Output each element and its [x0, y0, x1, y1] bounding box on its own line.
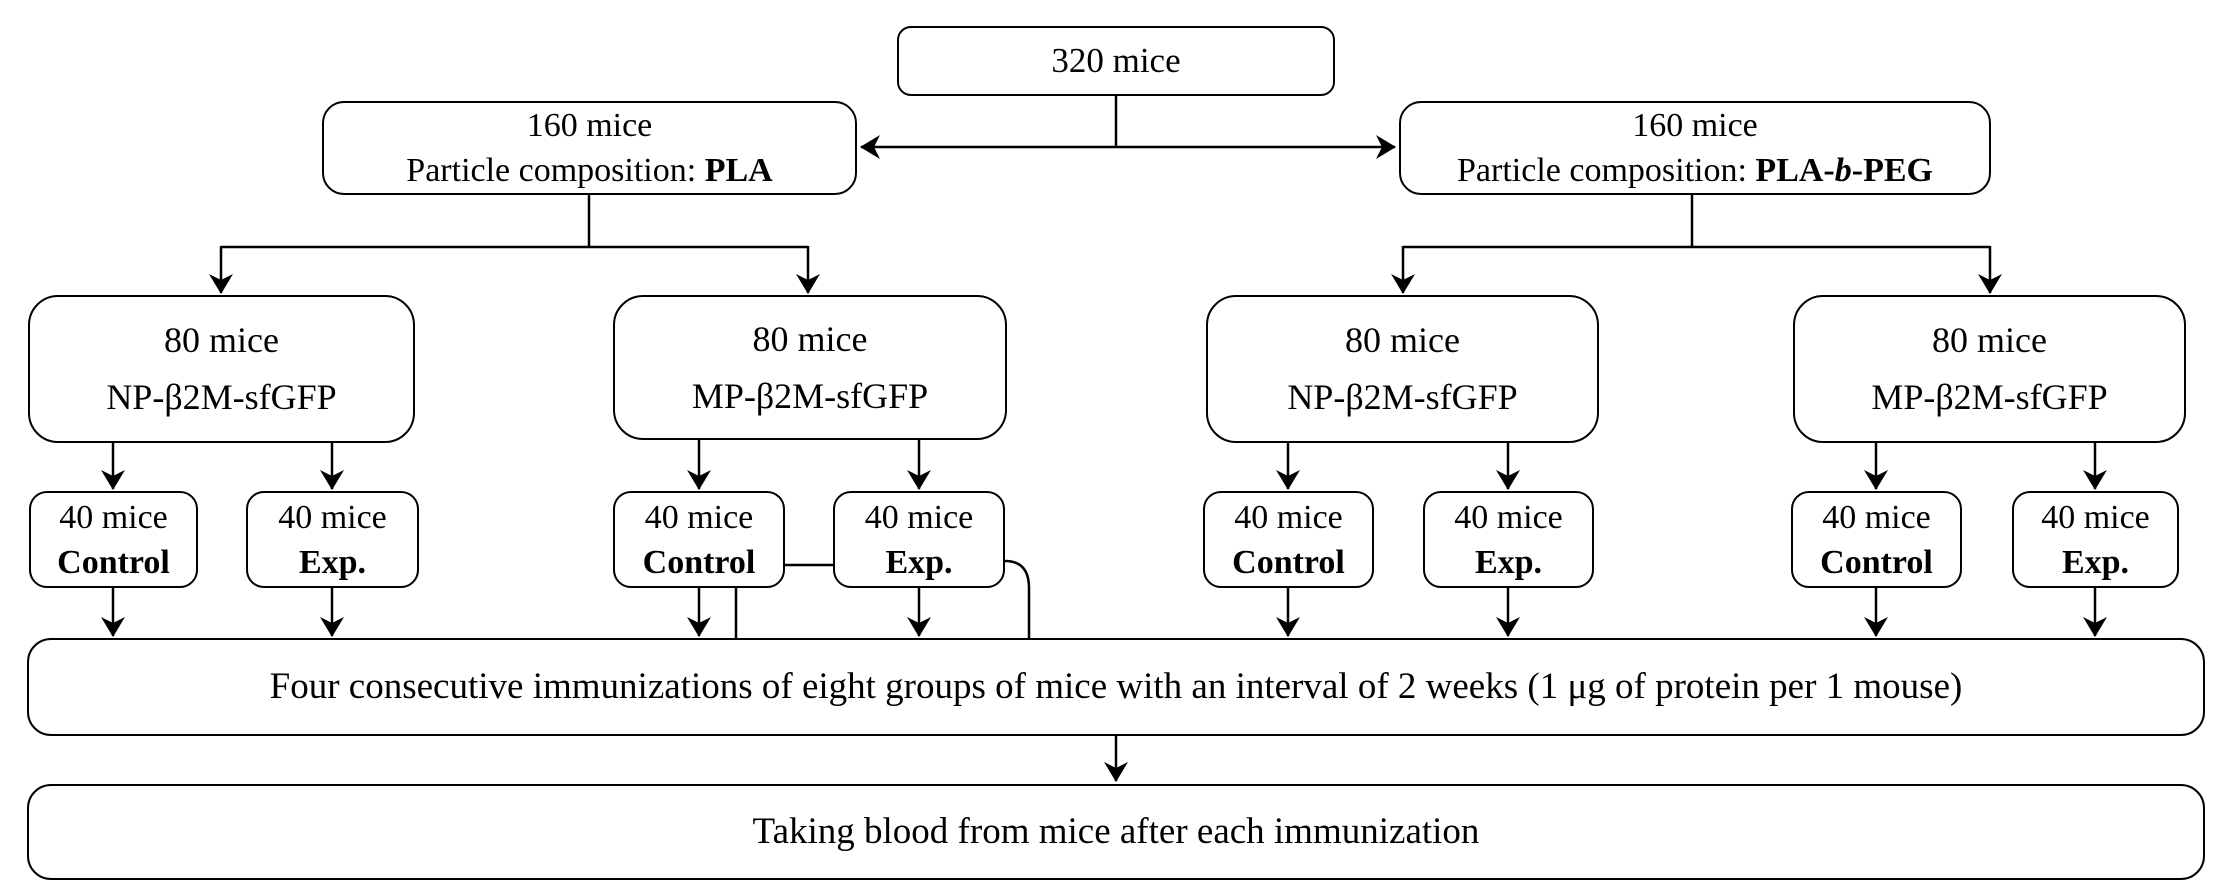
group-peg-np-count: 80 mice: [1345, 320, 1460, 360]
group-peg-mp-box: 80 mice MP-β2M-sfGFP: [1793, 295, 2186, 443]
group-pla-mp-box: 80 mice MP-β2M-sfGFP: [613, 295, 1007, 440]
subgroup-4-exp-box: 40 mice Exp.: [2012, 491, 2179, 588]
group-peg-np-label: NP-β2M-sfGFP: [1287, 377, 1518, 417]
arm-pla-composition: Particle composition: PLA: [406, 152, 773, 189]
subgroup-4-control-box: 40 mice Control: [1791, 491, 1962, 588]
subgroup-label: Control: [1232, 543, 1345, 581]
subgroup-count: 40 mice: [644, 498, 754, 536]
subgroup-label: Control: [57, 543, 170, 581]
group-pla-mp-label: MP-β2M-sfGFP: [691, 375, 929, 416]
group-pla-np-count: 80 mice: [164, 320, 279, 360]
subgroup-1-exp-box: 40 mice Exp.: [246, 491, 419, 588]
curve-g2-exp-down: [1004, 559, 1031, 641]
group-pla-np-label: NP-β2M-sfGFP: [106, 377, 337, 417]
arm-pla-box: 160 mice Particle composition: PLA: [322, 101, 857, 195]
subgroup-label: Exp.: [298, 543, 367, 581]
subgroup-count: 40 mice: [1822, 498, 1931, 536]
subgroup-label: Exp.: [1474, 543, 1543, 581]
subgroup-label: Exp.: [885, 543, 953, 581]
group-peg-np-box: 80 mice NP-β2M-sfGFP: [1206, 295, 1599, 443]
group-peg-mp-label: MP-β2M-sfGFP: [1871, 377, 2108, 417]
subgroup-2-control-box: 40 mice Control: [613, 491, 785, 588]
subgroup-count: 40 mice: [2041, 498, 2150, 536]
subgroup-3-exp-box: 40 mice Exp.: [1423, 491, 1594, 588]
subgroup-count: 40 mice: [278, 498, 387, 536]
subgroup-count: 40 mice: [59, 498, 168, 536]
subgroup-3-control-box: 40 mice Control: [1203, 491, 1374, 588]
immunization-box: Four consecutive immunizations of eight …: [27, 638, 2205, 736]
subgroup-2-exp-box: 40 mice Exp.: [833, 491, 1005, 588]
subgroup-label: Control: [1820, 543, 1933, 581]
subgroup-1-control-box: 40 mice Control: [29, 491, 198, 588]
subgroup-label: Control: [642, 543, 756, 581]
root-label: 320 mice: [1051, 41, 1181, 81]
root-box: 320 mice: [897, 26, 1335, 96]
immunization-label: Four consecutive immunizations of eight …: [269, 665, 1963, 707]
group-pla-np-box: 80 mice NP-β2M-sfGFP: [28, 295, 415, 443]
subgroup-label: Exp.: [2061, 543, 2130, 581]
group-pla-mp-count: 80 mice: [752, 318, 868, 359]
arm-pla-b-peg-box: 160 mice Particle composition: PLA-b-PEG: [1399, 101, 1991, 195]
blood-sampling-label: Taking blood from mice after each immuni…: [752, 810, 1480, 852]
subgroup-count: 40 mice: [864, 498, 974, 536]
group-peg-mp-count: 80 mice: [1932, 320, 2047, 360]
arm-pla-b-peg-composition: Particle composition: PLA-b-PEG: [1457, 152, 1933, 189]
blood-sampling-box: Taking blood from mice after each immuni…: [27, 784, 2205, 880]
arm-pla-b-peg-count: 160 mice: [1632, 107, 1758, 144]
subgroup-count: 40 mice: [1454, 498, 1563, 536]
subgroup-count: 40 mice: [1234, 498, 1343, 536]
arm-pla-count: 160 mice: [526, 107, 653, 144]
